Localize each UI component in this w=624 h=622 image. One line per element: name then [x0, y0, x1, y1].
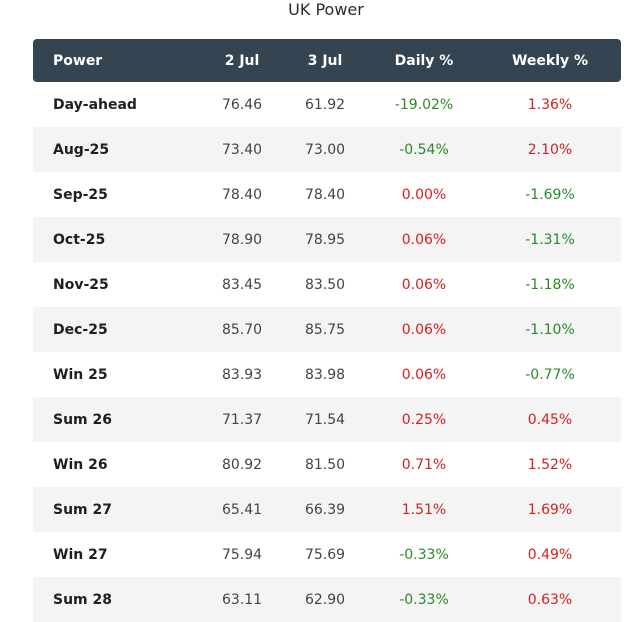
cell-jul2: 78.90 [203, 217, 281, 262]
table-row: Win 25 83.93 83.98 0.06% -0.77% [33, 352, 621, 397]
cell-jul3: 66.39 [281, 487, 369, 532]
cell-weekly-pct: -1.18% [479, 262, 621, 307]
cell-daily-pct: 0.25% [369, 397, 479, 442]
row-label: Sum 26 [33, 397, 203, 442]
table-row: Sum 28 63.11 62.90 -0.33% 0.63% [33, 577, 621, 622]
row-label: Sum 28 [33, 577, 203, 622]
cell-jul3: 62.90 [281, 577, 369, 622]
row-label: Oct-25 [33, 217, 203, 262]
cell-daily-pct: -0.54% [369, 127, 479, 172]
table-row: Day-ahead 76.46 61.92 -19.02% 1.36% [33, 82, 621, 127]
cell-daily-pct: 1.51% [369, 487, 479, 532]
row-label: Day-ahead [33, 82, 203, 127]
table-row: Sum 26 71.37 71.54 0.25% 0.45% [33, 397, 621, 442]
table-row: Nov-25 83.45 83.50 0.06% -1.18% [33, 262, 621, 307]
cell-jul2: 71.37 [203, 397, 281, 442]
cell-daily-pct: 0.06% [369, 352, 479, 397]
table-row: Win 26 80.92 81.50 0.71% 1.52% [33, 442, 621, 487]
cell-jul3: 61.92 [281, 82, 369, 127]
header-jul3: 3 Jul [281, 39, 369, 82]
cell-weekly-pct: -1.10% [479, 307, 621, 352]
table-title: UK Power [288, 0, 364, 19]
cell-jul2: 85.70 [203, 307, 281, 352]
table-row: Sep-25 78.40 78.40 0.00% -1.69% [33, 172, 621, 217]
cell-weekly-pct: 0.45% [479, 397, 621, 442]
cell-weekly-pct: 0.63% [479, 577, 621, 622]
row-label: Nov-25 [33, 262, 203, 307]
table-row: Win 27 75.94 75.69 -0.33% 0.49% [33, 532, 621, 577]
cell-daily-pct: 0.71% [369, 442, 479, 487]
cell-jul2: 76.46 [203, 82, 281, 127]
header-power: Power [33, 39, 203, 82]
cell-jul2: 63.11 [203, 577, 281, 622]
table-row: Aug-25 73.40 73.00 -0.54% 2.10% [33, 127, 621, 172]
cell-jul2: 83.45 [203, 262, 281, 307]
table-row: Sum 27 65.41 66.39 1.51% 1.69% [33, 487, 621, 532]
cell-weekly-pct: -1.31% [479, 217, 621, 262]
cell-jul3: 73.00 [281, 127, 369, 172]
cell-jul3: 81.50 [281, 442, 369, 487]
cell-jul3: 83.98 [281, 352, 369, 397]
cell-weekly-pct: 1.36% [479, 82, 621, 127]
cell-weekly-pct: 0.49% [479, 532, 621, 577]
cell-weekly-pct: 1.69% [479, 487, 621, 532]
cell-jul3: 75.69 [281, 532, 369, 577]
table-row: Dec-25 85.70 85.75 0.06% -1.10% [33, 307, 621, 352]
cell-jul2: 83.93 [203, 352, 281, 397]
cell-weekly-pct: -1.69% [479, 172, 621, 217]
table-body: Day-ahead 76.46 61.92 -19.02% 1.36% Aug-25 73.… [33, 82, 621, 622]
cell-jul3: 85.75 [281, 307, 369, 352]
cell-jul3: 83.50 [281, 262, 369, 307]
header-row: Power 2 Jul 3 Jul Daily % Weekly % [33, 39, 621, 82]
cell-jul2: 73.40 [203, 127, 281, 172]
row-label: Aug-25 [33, 127, 203, 172]
cell-jul3: 78.95 [281, 217, 369, 262]
cell-daily-pct: 0.06% [369, 262, 479, 307]
row-label: Sum 27 [33, 487, 203, 532]
power-table: Power 2 Jul 3 Jul Daily % Weekly % Day-a… [33, 39, 621, 622]
header-jul2: 2 Jul [203, 39, 281, 82]
cell-daily-pct: -0.33% [369, 532, 479, 577]
row-label: Sep-25 [33, 172, 203, 217]
cell-jul3: 71.54 [281, 397, 369, 442]
table-header: Power 2 Jul 3 Jul Daily % Weekly % [33, 39, 621, 82]
cell-jul2: 65.41 [203, 487, 281, 532]
power-table-container: Power 2 Jul 3 Jul Daily % Weekly % Day-a… [33, 39, 621, 622]
cell-jul2: 75.94 [203, 532, 281, 577]
header-weekly: Weekly % [479, 39, 621, 82]
cell-jul2: 80.92 [203, 442, 281, 487]
row-label: Win 25 [33, 352, 203, 397]
header-daily: Daily % [369, 39, 479, 82]
cell-daily-pct: -0.33% [369, 577, 479, 622]
cell-weekly-pct: 1.52% [479, 442, 621, 487]
cell-weekly-pct: 2.10% [479, 127, 621, 172]
cell-daily-pct: 0.06% [369, 307, 479, 352]
row-label: Win 27 [33, 532, 203, 577]
cell-daily-pct: 0.06% [369, 217, 479, 262]
row-label: Win 26 [33, 442, 203, 487]
cell-weekly-pct: -0.77% [479, 352, 621, 397]
cell-jul3: 78.40 [281, 172, 369, 217]
row-label: Dec-25 [33, 307, 203, 352]
cell-daily-pct: 0.00% [369, 172, 479, 217]
table-row: Oct-25 78.90 78.95 0.06% -1.31% [33, 217, 621, 262]
cell-jul2: 78.40 [203, 172, 281, 217]
cell-daily-pct: -19.02% [369, 82, 479, 127]
